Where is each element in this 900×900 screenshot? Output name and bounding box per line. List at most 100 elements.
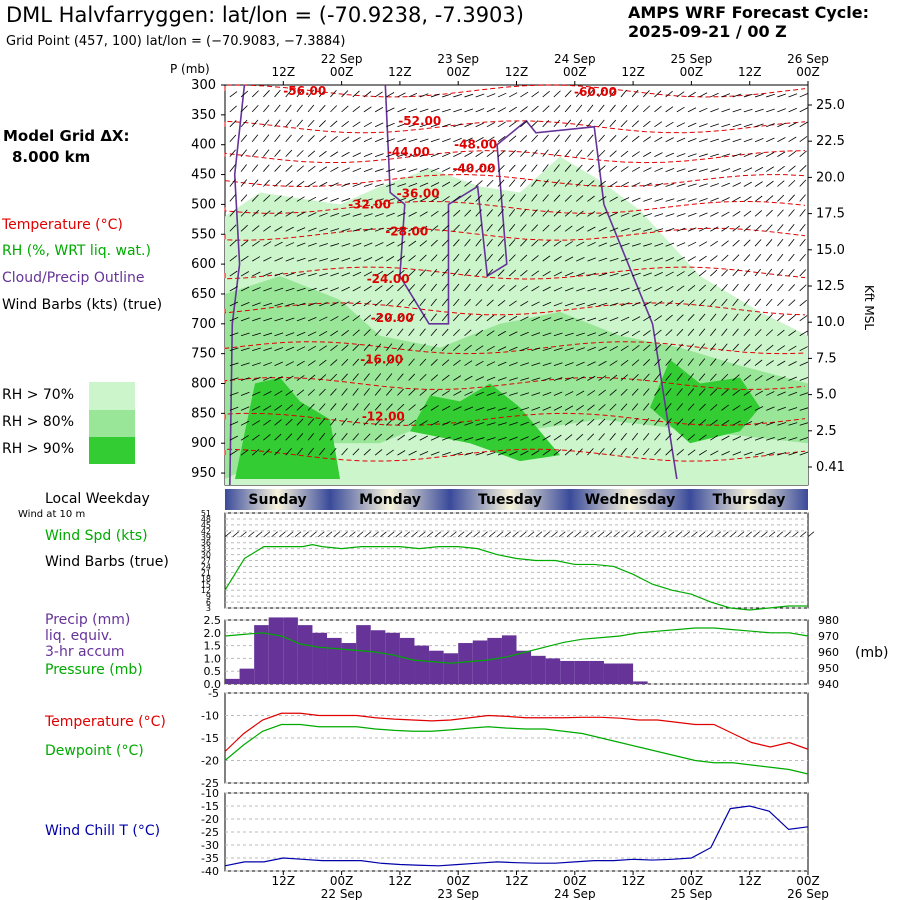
wind-barb [497, 164, 505, 172]
wind-barb [743, 181, 752, 187]
wind-barb [240, 391, 250, 396]
wind-barb [587, 149, 594, 157]
wind-barb [240, 347, 250, 352]
wind-barb [374, 256, 384, 262]
wind-barb [676, 242, 686, 247]
wind-barb [777, 108, 786, 113]
wind-barb [486, 392, 496, 396]
wind-barb [397, 153, 407, 158]
wind-barb [754, 195, 763, 202]
wind-barb [676, 106, 685, 113]
wind-barb [665, 373, 672, 381]
precip-bar [385, 632, 400, 684]
precip-tick-label: 0.5 [204, 665, 222, 678]
wind-barb [296, 403, 304, 411]
wind-barb [754, 344, 762, 351]
wind-barb [788, 107, 797, 113]
wind-barb [642, 388, 650, 396]
wind-barb [620, 418, 628, 426]
wind-barb [330, 403, 337, 411]
wind-barb [676, 418, 684, 426]
wind-barb [229, 317, 239, 322]
wind-barb [441, 224, 450, 232]
wind-barb [676, 137, 686, 143]
wind-tick-label: 42 [201, 527, 211, 536]
wind-barb [430, 420, 440, 426]
wind-barb [307, 89, 315, 98]
wind-barb [330, 344, 338, 351]
wind-barb [721, 211, 730, 217]
wind-barb [475, 194, 483, 202]
surface-wind-barb [279, 531, 286, 538]
wind-barb [777, 360, 786, 366]
wind-barb [576, 241, 585, 247]
wind-barb [330, 272, 340, 277]
wind-barb [475, 299, 483, 307]
wind-barb [464, 123, 474, 128]
wind-barb [408, 108, 418, 113]
wind-barb [464, 151, 473, 157]
wind-barb [564, 271, 574, 277]
wind-barb [374, 403, 382, 411]
wind-barb [430, 225, 439, 232]
wind-barb [263, 90, 270, 98]
wind-tick-label: 45 [201, 521, 211, 530]
wind-barb [486, 253, 493, 262]
precip-bar [458, 643, 473, 684]
wind-barb [307, 433, 315, 441]
wind-barb [721, 225, 730, 232]
pressure-tick-label: 900 [191, 436, 216, 451]
wind-barb [486, 451, 496, 456]
wind-barb [654, 136, 663, 143]
wind-barb [319, 258, 328, 262]
wind-barb [710, 343, 717, 351]
wind-barb [698, 388, 706, 396]
wind-barb [486, 407, 496, 411]
wind-barb [229, 91, 238, 98]
wind-barb [341, 243, 351, 247]
wind-barb [710, 92, 719, 98]
wind-barb [419, 343, 426, 351]
wind-barb [386, 299, 394, 307]
wind-barb [397, 343, 404, 351]
wind-barb [788, 165, 796, 172]
wind-barb [777, 224, 784, 232]
wind-barb [665, 168, 675, 172]
wind-barb [777, 283, 784, 292]
wind-barb [721, 358, 728, 366]
windchill-tick-label: -10 [201, 787, 219, 800]
wind-barb [665, 343, 673, 351]
wind-barb [676, 314, 684, 322]
wind-barb [240, 90, 249, 98]
temperature-tick-label: -25 [201, 777, 219, 790]
wind-barb [475, 122, 485, 128]
wind-barb [777, 406, 786, 411]
wind-barb [710, 313, 717, 322]
surface-wind-barb [504, 531, 512, 538]
wind-barb [274, 332, 284, 337]
wind-barb [799, 451, 809, 456]
wind-barb [229, 332, 239, 337]
wind-barb [799, 238, 806, 247]
wind-barb [408, 450, 417, 456]
wind-barb [520, 392, 530, 396]
wind-barb [363, 183, 373, 187]
wind-barb [285, 389, 294, 396]
wind-barb [408, 388, 416, 396]
pressure-tick-label: 550 [191, 227, 216, 242]
wind-barb [285, 211, 294, 217]
wind-barb [285, 134, 292, 142]
wind-barb [386, 270, 394, 277]
wind-barb [698, 373, 706, 381]
wind-barb [263, 302, 273, 307]
wind-barb [251, 225, 260, 232]
wind-barb [385, 343, 393, 351]
wind-barb [520, 331, 529, 337]
wind-barb [531, 377, 541, 381]
surface-wind-barb [706, 531, 714, 538]
temperature-contour [224, 174, 806, 188]
wind-barb [698, 403, 706, 411]
wind-barb [788, 437, 798, 441]
wind-barb [766, 152, 775, 157]
wind-barb [229, 301, 239, 307]
